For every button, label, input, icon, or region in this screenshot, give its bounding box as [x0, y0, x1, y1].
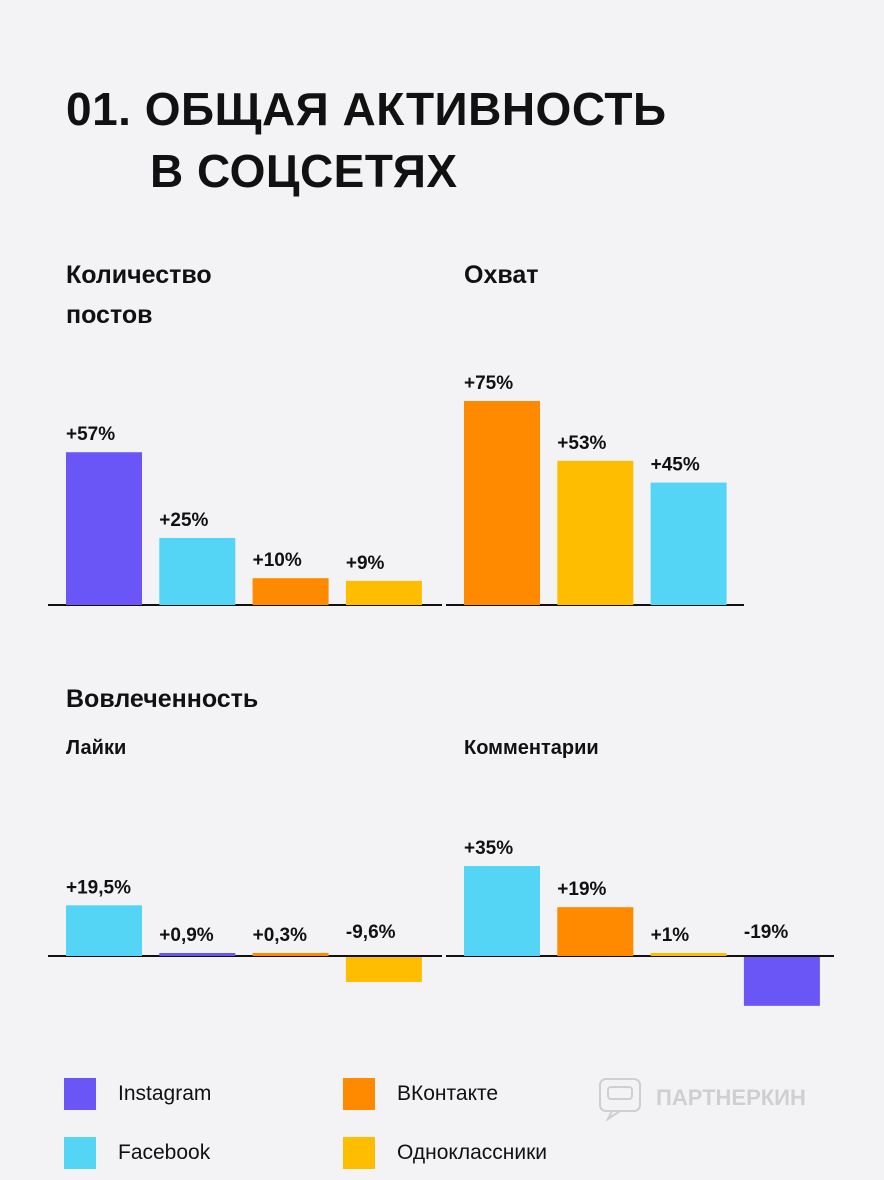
partnerkin-watermark-logo: ПАРТНЕРКИН — [599, 1078, 806, 1122]
page-title-line-1: 01. ОБЩАЯ АКТИВНОСТЬ — [66, 83, 667, 135]
reach-bar-facebook — [650, 482, 727, 605]
posts-chart-title-line-2: постов — [66, 301, 153, 329]
likes-bar-vkontakte — [252, 953, 329, 956]
posts-chart-title-line-1: Количество — [66, 261, 212, 289]
posts-value-label-instagram: +57% — [66, 424, 115, 445]
posts-bar-vkontakte — [252, 578, 329, 605]
likes-value-label-instagram: +0,9% — [159, 925, 214, 946]
legend-swatch-facebook — [64, 1137, 96, 1169]
posts-bar-odnoklassniki — [345, 580, 422, 605]
reach-value-label-facebook: +45% — [651, 455, 700, 476]
legend-swatch-odnoklassniki — [343, 1137, 375, 1169]
legend-swatch-instagram — [64, 1078, 96, 1110]
posts-bar-facebook — [159, 538, 236, 605]
legend-item-odnoklassniki: Одноклассники — [343, 1137, 547, 1169]
comments-value-label-instagram: -19% — [744, 922, 788, 943]
legend-item-facebook: Facebook — [64, 1137, 210, 1169]
legend-label-facebook: Facebook — [118, 1141, 211, 1164]
engagement-section-title: Вовлеченность — [66, 685, 259, 713]
comments-chart-title: Комментарии — [464, 737, 599, 759]
comments-value-label-facebook: +35% — [464, 838, 513, 859]
likes-bar-instagram — [159, 953, 236, 956]
comments-bar-odnoklassniki — [650, 953, 727, 956]
chat-bubble-logo-icon — [599, 1078, 641, 1122]
legend-swatch-vkontakte — [343, 1078, 375, 1110]
likes-bar-facebook — [66, 905, 142, 956]
legend-item-vkontakte: ВКонтакте — [343, 1078, 498, 1110]
svg-text:ПАРТНЕРКИН: ПАРТНЕРКИН — [656, 1085, 806, 1110]
comments-value-label-vkontakte: +19% — [557, 879, 606, 900]
reach-bar-vkontakte — [464, 401, 540, 605]
posts-bar-instagram — [66, 452, 142, 605]
likes-value-label-facebook: +19,5% — [66, 877, 131, 898]
legend-label-odnoklassniki: Одноклассники — [397, 1141, 548, 1164]
reach-value-label-odnoklassniki: +53% — [557, 433, 606, 454]
legend-item-instagram: Instagram — [64, 1078, 211, 1110]
legend-label-vkontakte: ВКонтакте — [397, 1082, 499, 1105]
likes-value-label-vkontakte: +0,3% — [253, 925, 308, 946]
posts-value-label-odnoklassniki: +9% — [346, 553, 385, 574]
reach-bar-odnoklassniki — [557, 460, 634, 605]
page-title-line-2: В СОЦСЕТЯХ — [150, 145, 458, 197]
reach-value-label-vkontakte: +75% — [464, 373, 513, 394]
likes-value-label-odnoklassniki: -9,6% — [346, 922, 396, 943]
comments-bar-instagram — [743, 957, 820, 1006]
likes-chart-title: Лайки — [66, 737, 127, 759]
likes-bar-odnoklassniki — [345, 957, 422, 982]
reach-chart-title: Охват — [464, 261, 539, 289]
posts-value-label-facebook: +25% — [159, 510, 208, 531]
comments-value-label-odnoklassniki: +1% — [651, 925, 690, 946]
posts-value-label-vkontakte: +10% — [253, 550, 302, 571]
comments-bar-vkontakte — [557, 907, 634, 956]
comments-bar-facebook — [464, 866, 540, 956]
legend-label-instagram: Instagram — [118, 1082, 212, 1105]
